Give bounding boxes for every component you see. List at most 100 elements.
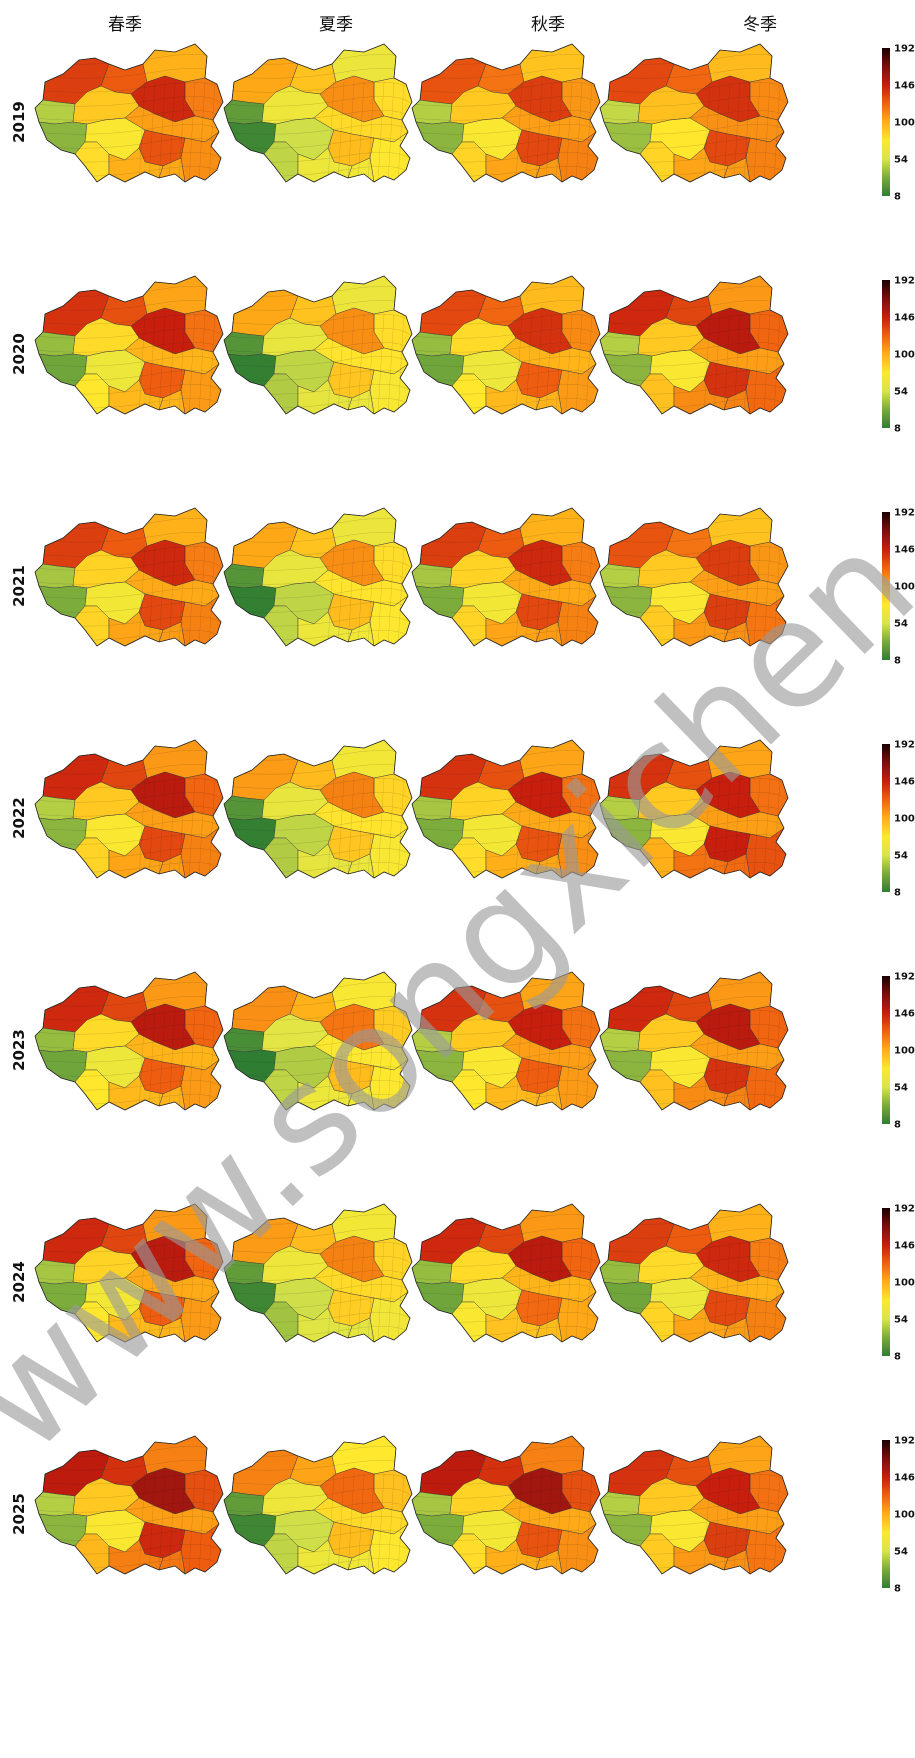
year-label: 2024 [10,1261,28,1303]
map-region [519,971,585,1011]
map-region [707,739,773,779]
map-region [599,563,641,589]
season-map [599,275,789,415]
season-map [411,739,601,879]
colorbar-tick-label: 100 [894,350,915,361]
colorbar-tick-label: 54 [894,1315,908,1326]
year-label: 2020 [10,333,28,375]
season-map [223,1203,413,1343]
map-region [142,275,208,315]
year-row: 2023 [10,971,789,1111]
colorbar-tick-label: 8 [894,888,901,899]
map-region [34,99,76,125]
season-map [411,275,601,415]
map-region [411,795,453,821]
year-label: 2019 [10,101,28,143]
season-map [411,971,601,1111]
map-region [142,1435,208,1475]
map-region [142,739,208,779]
season-label: 春季 [108,15,142,35]
map-region [331,739,397,779]
season-map [599,739,789,879]
season-label: 冬季 [743,15,777,35]
colorbar: 192 146 100 54 8 [882,1436,915,1595]
year-row: 2021 [10,507,789,647]
colorbar-gradient [882,1440,890,1588]
season-map [34,1435,224,1575]
map-region [519,275,585,315]
season-label: 秋季 [531,15,565,35]
colorbar-tick-label: 192 [894,1436,915,1447]
map-region [519,1435,585,1475]
year-label: 2023 [10,1029,28,1071]
map-region [34,331,76,357]
map-region [331,275,397,315]
map-region [519,739,585,779]
map-region [223,1027,265,1053]
colorbar-gradient [882,744,890,892]
colorbar-tick-label: 146 [894,1009,915,1020]
year-row: 2024 [10,1203,789,1343]
colorbar: 192 146 100 54 8 [882,1204,915,1363]
colorbar-tick-label: 192 [894,508,915,519]
map-region [707,1203,773,1243]
colorbar-gradient [882,976,890,1124]
season-map [599,43,789,183]
season-map [34,43,224,183]
season-map [599,1435,789,1575]
season-map [223,1435,413,1575]
colorbar-tick-label: 8 [894,656,901,667]
colorbar-tick-label: 8 [894,1584,901,1595]
map-region [34,1027,76,1053]
colorbar-tick-label: 54 [894,619,908,630]
season-map [599,507,789,647]
map-region [223,99,265,125]
colorbar-gradient [882,512,890,660]
colorbar: 192 146 100 54 8 [882,276,915,435]
colorbar-tick-label: 192 [894,1204,915,1215]
season-map [34,1203,224,1343]
map-region [411,331,453,357]
map-texture [412,518,600,646]
season-map [411,1435,601,1575]
map-region [223,795,265,821]
map-region [411,1491,453,1517]
colorbar-tick-label: 146 [894,1473,915,1484]
season-map [223,971,413,1111]
season-label: 夏季 [319,15,353,35]
colorbar-gradient [882,48,890,196]
year-label: 2022 [10,797,28,839]
map-region [707,43,773,83]
map-region [34,795,76,821]
map-region [599,1259,641,1285]
colorbar-gradient [882,1208,890,1356]
season-map [34,739,224,879]
colorbar-tick-label: 54 [894,387,908,398]
colorbar-tick-label: 146 [894,777,915,788]
year-row: 2019 [10,43,789,183]
map-region [519,1203,585,1243]
map-region [707,971,773,1011]
colorbar-tick-label: 146 [894,545,915,556]
year-row: 2020 [10,275,789,415]
map-region [519,507,585,547]
colorbar-tick-label: 146 [894,1241,915,1252]
map-region [411,99,453,125]
map-region [599,99,641,125]
colorbar-tick-label: 100 [894,1278,915,1289]
year-row: 2025 [10,1435,789,1575]
year-rows: 2019 2020 2021 2022 2023 2024 2025 [10,43,789,1575]
colorbar-tick-label: 54 [894,1083,908,1094]
colorbar-tick-label: 8 [894,192,901,203]
map-region [223,331,265,357]
colorbar-tick-label: 54 [894,851,908,862]
map-region [519,43,585,83]
colorbar-tick-label: 54 [894,1547,908,1558]
map-texture [412,54,600,182]
colorbar-tick-label: 54 [894,155,908,166]
map-region [599,1491,641,1517]
map-region [331,971,397,1011]
map-region [599,795,641,821]
map-region [411,563,453,589]
